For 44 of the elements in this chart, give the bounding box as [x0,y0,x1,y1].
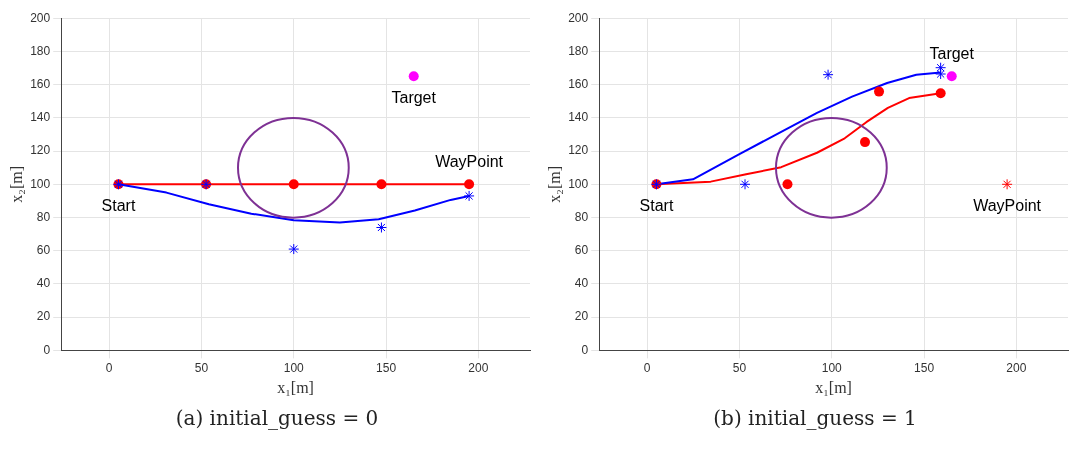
x-tick-label: 200 [468,360,489,375]
annotation: WayPoint [973,196,1042,214]
x-tick-label: 200 [1006,360,1027,375]
annotation: Start [639,196,674,214]
y-tick-label: 40 [36,276,51,291]
y-tick-label: 120 [30,143,51,158]
x-tick-label: 100 [283,360,305,375]
y-axis-title: x₂[m] [545,165,563,203]
y-tick-label: 140 [30,110,51,125]
x-tick-label: 150 [376,360,397,375]
annotation: Target [929,44,975,62]
y-tick-label: 60 [36,243,51,258]
y-tick-label: 60 [574,243,589,258]
y-tick-label: 140 [568,110,589,125]
x-tick-label: 150 [914,360,935,375]
y-tick-label: 160 [30,76,51,91]
y-tick-label: 200 [568,10,589,25]
x-tick-label: 0 [643,360,651,375]
y-tick-label: 40 [574,276,589,291]
y-tick-label: 180 [30,43,51,58]
y-tick-label: 20 [36,309,51,324]
y-tick-label: 0 [581,342,589,357]
y-tick-label: 200 [30,10,51,25]
y-tick-label: 100 [30,176,51,191]
y-tick-label: 160 [568,76,589,91]
x-tick-label: 50 [732,360,747,375]
x-tick-label: 50 [194,360,209,375]
text: (a) initial_guess = 0 [174,406,380,430]
text: (b) initial_guess = 1 [712,406,918,430]
x-tick-label: 0 [105,360,113,375]
annotation: Start [101,196,136,214]
x-tick-label: 100 [821,360,843,375]
y-tick-label: 180 [568,43,589,58]
y-tick-label: 80 [36,209,51,224]
y-tick-label: 20 [574,309,589,324]
y-tick-label: 80 [574,209,589,224]
y-tick-label: 0 [43,342,51,357]
y-tick-label: 120 [568,143,589,158]
y-axis-title: x₂[m] [7,165,25,203]
x-axis-title: x₁[m] [815,378,852,396]
annotation: Target [391,88,437,106]
y-tick-label: 100 [568,176,589,191]
x-axis-title: x₁[m] [277,378,314,396]
annotation: WayPoint [435,152,504,170]
